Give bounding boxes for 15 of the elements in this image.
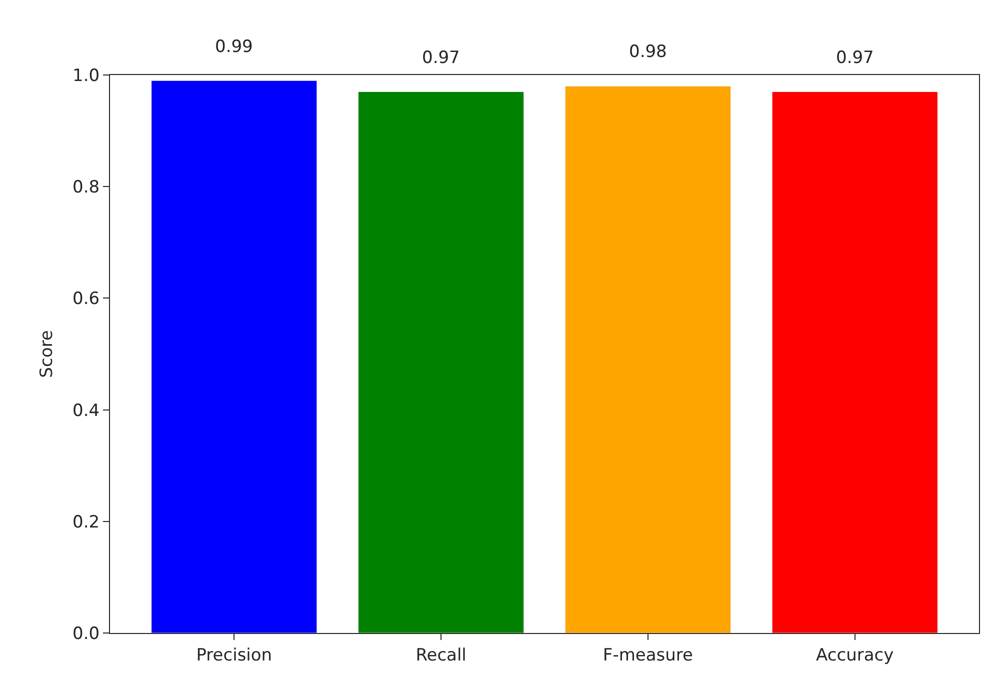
x-tick-label: Recall <box>416 645 466 666</box>
x-tick-label: F-measure <box>602 645 693 666</box>
data-label: 0.99 <box>215 37 253 57</box>
data-label: 0.97 <box>422 48 460 68</box>
y-tick-label: 0.4 <box>72 400 100 421</box>
y-tick-label: 0.2 <box>72 512 100 532</box>
y-tick-label: 0.8 <box>72 178 100 198</box>
y-tick-label: 0.0 <box>72 624 100 644</box>
y-tick-label: 0.6 <box>72 289 100 310</box>
data-label: 0.97 <box>836 48 874 68</box>
x-tick-label: Precision <box>196 645 272 666</box>
y-tick-label: 1.0 <box>72 66 100 86</box>
x-tick-label: Accuracy <box>816 645 894 666</box>
y-axis-title: Score <box>37 330 58 378</box>
data-label: 0.98 <box>629 42 667 62</box>
